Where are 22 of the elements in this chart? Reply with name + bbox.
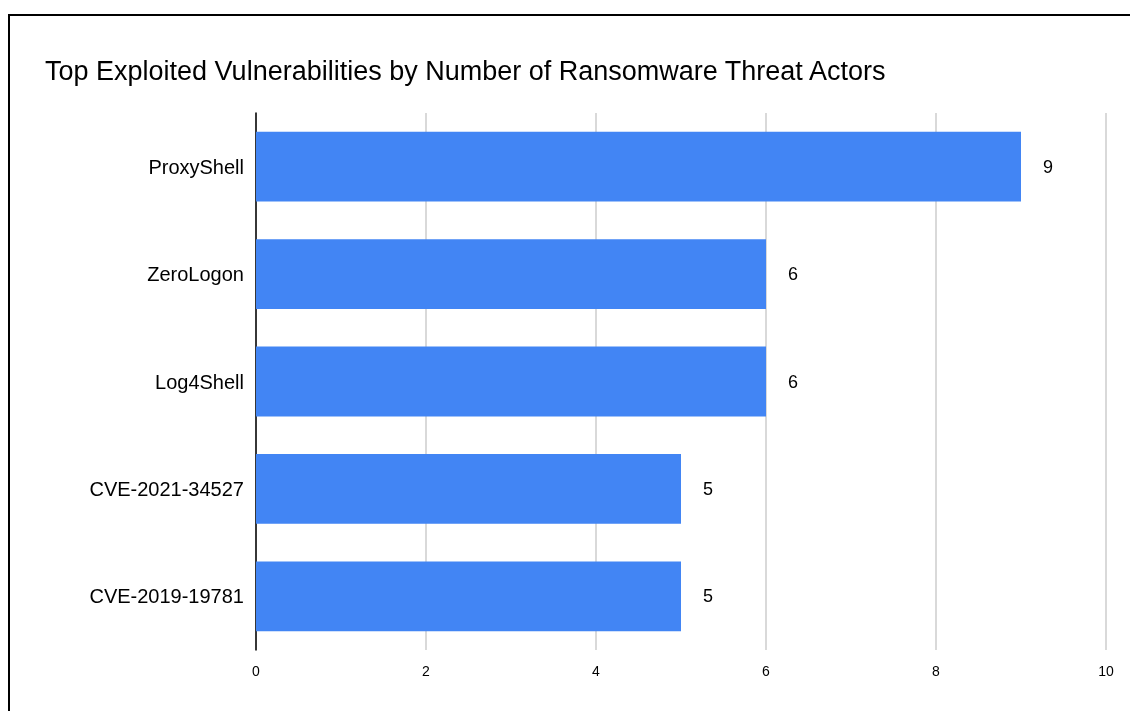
- bar: [256, 454, 681, 524]
- data-label: 6: [788, 264, 799, 285]
- y-tick-label: ZeroLogon: [147, 263, 244, 286]
- y-tick-label: CVE-2019-19781: [89, 585, 244, 608]
- data-label: 6: [788, 371, 799, 392]
- chart-title: Top Exploited Vulnerabilities by Number of Ransomware Threat Actors: [45, 55, 886, 86]
- data-label: 9: [1043, 156, 1054, 177]
- x-tick-label: 4: [592, 663, 601, 679]
- bar: [256, 346, 766, 417]
- x-tick-label: 2: [422, 663, 431, 679]
- y-tick-label: Log4Shell: [155, 370, 244, 393]
- y-tick-label: ProxyShell: [148, 155, 244, 178]
- bar: [256, 131, 1021, 202]
- x-tick-label: 6: [762, 663, 771, 679]
- data-label: 5: [703, 586, 714, 607]
- x-tick-label: 0: [252, 663, 261, 679]
- y-tick-label: CVE-2021-34527: [89, 477, 244, 500]
- bar: [256, 239, 766, 310]
- data-label: 5: [703, 478, 714, 499]
- bar: [256, 561, 681, 632]
- x-tick-label: 10: [1098, 663, 1114, 679]
- x-tick-label: 8: [932, 663, 941, 679]
